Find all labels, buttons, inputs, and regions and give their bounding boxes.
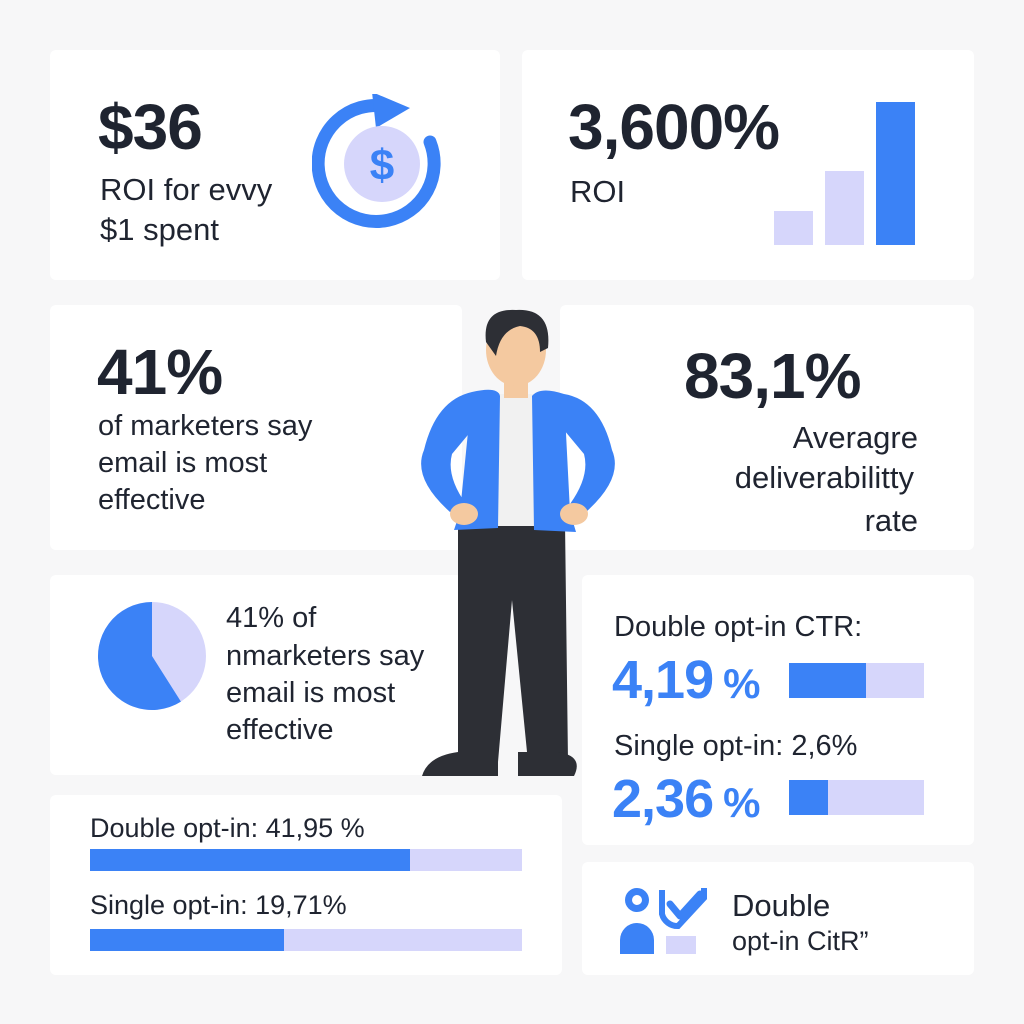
optin-single-bar-fill xyxy=(90,929,285,951)
ctr-single-label: Single opt-in: 2,6% xyxy=(614,730,858,762)
optin-single-bar xyxy=(90,929,522,951)
pie-line3: email is most xyxy=(226,677,396,709)
ctr-single-unit: % xyxy=(723,779,760,826)
growth-bar xyxy=(774,210,813,245)
pie-line4: effective xyxy=(226,714,334,746)
pie-line2: nmarketers say xyxy=(226,640,425,672)
growth-bar xyxy=(825,170,864,245)
optin-double-bar-fill xyxy=(90,849,410,871)
deliverability-line1: Averagre xyxy=(792,420,918,455)
double-ctr-card: Double opt-in CitR” xyxy=(582,862,974,975)
ctr-single-bar-fill xyxy=(789,780,829,815)
ctr-double-label: Double opt-in CTR: xyxy=(614,611,863,643)
pie-slice xyxy=(97,602,181,710)
ctr-single-value: 2,36% xyxy=(612,768,760,830)
dollar-cycle-icon: $ xyxy=(312,94,441,228)
deliverability-card: 83,1% Averagre deliverabilitty rate xyxy=(560,305,974,550)
ctr-double-bar-fill xyxy=(789,663,866,698)
marketers-line3: effective xyxy=(98,484,206,516)
ctr-double-number: 4,19 xyxy=(612,650,714,710)
deliverability-value: 83,1% xyxy=(684,340,861,412)
optin-rates-card: Double opt-in: 41,95 % Single opt-in: 19… xyxy=(50,795,562,975)
pie-chart xyxy=(97,602,206,710)
ctr-card: Double opt-in CTR: 4,19% Single opt-in: … xyxy=(582,575,974,845)
optin-single-label: Single opt-in: 19,71% xyxy=(90,890,347,920)
marketers-card: 41% of marketers say email is most effec… xyxy=(50,305,462,550)
deliverability-line3: rate xyxy=(864,503,918,538)
roi-percent-value: 3,600% xyxy=(568,91,780,163)
ctr-double-bar xyxy=(789,663,924,698)
marketers-line1: of marketers say xyxy=(98,410,313,442)
marketers-value: 41% xyxy=(97,336,223,408)
pie-card: 41% of nmarketers say email is most effe… xyxy=(50,575,462,775)
person-illustration xyxy=(421,309,615,776)
bar-growth-icon xyxy=(774,102,924,245)
roi-percent-label: ROI xyxy=(570,174,626,209)
roi-percent-card: 3,600% ROI xyxy=(522,50,974,280)
roi-dollar-line1: ROI for evvy xyxy=(100,172,273,207)
ctr-double-value: 4,19% xyxy=(612,649,760,711)
roi-dollar-card: $36 ROI for evvy $1 spent $ xyxy=(50,50,500,280)
roi-dollar-line2: $1 spent xyxy=(100,212,219,247)
deliverability-line2: deliverabilitty xyxy=(734,460,914,495)
double-ctr-line1: Double xyxy=(732,888,831,923)
roi-dollar-value: $36 xyxy=(98,91,203,163)
svg-text:$: $ xyxy=(370,141,394,190)
pie-line1: 41% of xyxy=(226,602,317,634)
double-ctr-line2: opt-in CitR” xyxy=(732,926,869,956)
ctr-double-unit: % xyxy=(723,660,760,707)
ctr-single-number: 2,36 xyxy=(612,769,714,829)
optin-double-bar xyxy=(90,849,522,871)
growth-bar xyxy=(876,102,915,245)
marketers-line2: email is most xyxy=(98,447,268,479)
ctr-single-bar xyxy=(789,780,924,815)
optin-double-label: Double opt-in: 41,95 % xyxy=(90,813,365,843)
user-check-icon xyxy=(620,888,707,954)
